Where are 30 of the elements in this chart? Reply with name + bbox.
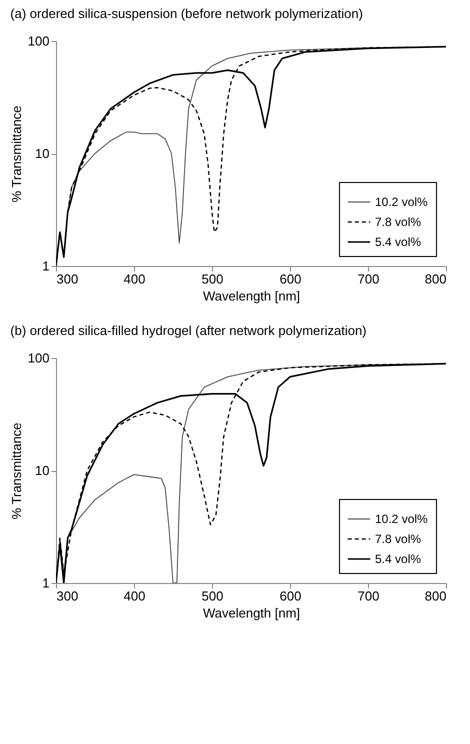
x-tick-label: 700 <box>358 272 380 286</box>
legend-label: 5.4 vol% <box>375 235 422 249</box>
chart-title: (b) ordered silica-filled hydrogel (after network polymerization) <box>10 323 367 338</box>
x-tick-label: 600 <box>280 588 302 604</box>
chart-title: (a) ordered silica-suspension (before network polymerization) <box>10 6 363 21</box>
x-axis-title: Wavelength [nm] <box>202 606 300 620</box>
x-tick-label: 300 <box>56 588 78 604</box>
y-tick-label: 1 <box>42 576 50 590</box>
legend-label: 5.4 vol% <box>375 552 422 566</box>
legend-label: 7.8 vol% <box>375 215 422 229</box>
x-axis-title: Wavelength [nm] <box>202 288 300 304</box>
y-tick-label: 1 <box>42 258 50 274</box>
x-tick-label: 300 <box>56 272 78 286</box>
x-tick-label: 800 <box>424 272 446 286</box>
y-tick-label: 100 <box>28 350 50 366</box>
legend-label: 10.2 vol% <box>375 512 428 526</box>
y-axis-title: % Transmittance <box>8 422 24 520</box>
y-axis-title: % Transmittance <box>8 106 24 202</box>
x-tick-label: 700 <box>358 588 380 604</box>
x-tick-label: 400 <box>124 588 146 604</box>
x-tick-label: 600 <box>280 272 302 286</box>
x-tick-label: 500 <box>202 272 224 286</box>
y-tick-label: 100 <box>28 34 50 48</box>
y-tick-label: 10 <box>35 463 50 478</box>
y-tick-label: 10 <box>35 146 50 161</box>
legend-label: 10.2 vol% <box>375 195 428 209</box>
legend-label: 7.8 vol% <box>375 532 422 546</box>
x-tick-label: 800 <box>424 588 446 604</box>
x-tick-label: 500 <box>202 588 224 604</box>
x-tick-label: 400 <box>124 272 146 286</box>
